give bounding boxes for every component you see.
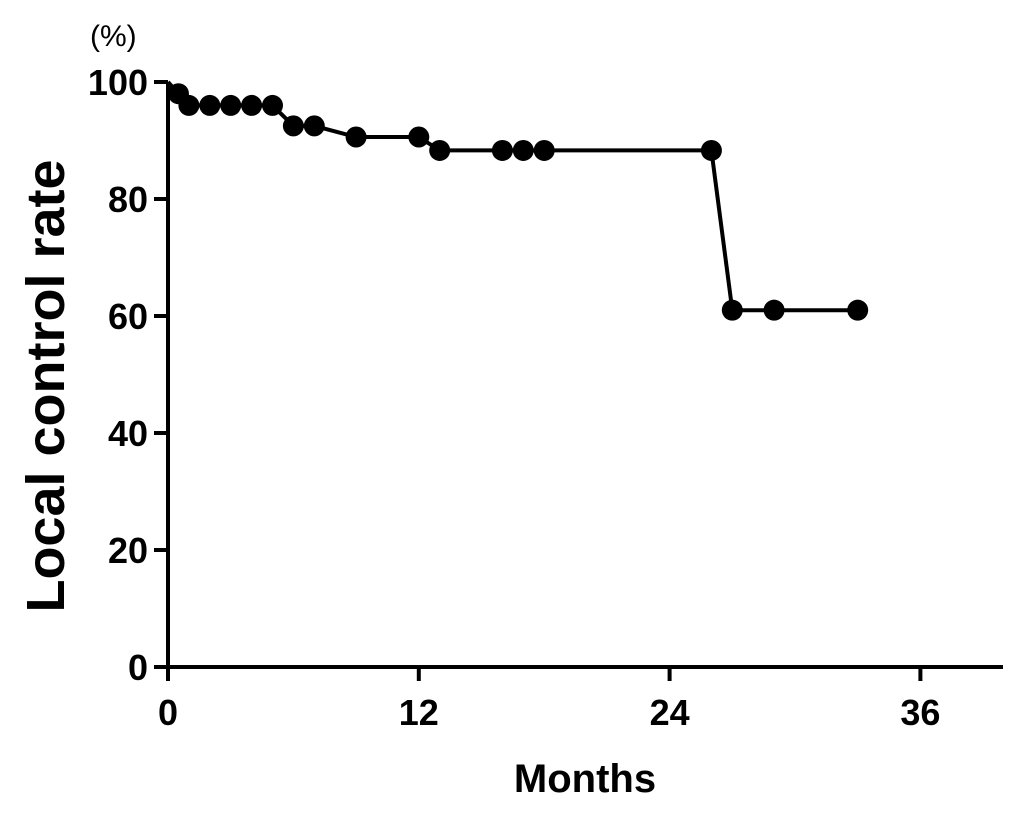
data-point	[700, 139, 722, 161]
data-point	[408, 126, 430, 148]
data-point	[178, 94, 200, 116]
axes: 0 20 40 60 80 100 0 12 24 36	[88, 62, 1003, 733]
y-tick-label: 60	[108, 296, 148, 337]
y-tick-label: 0	[128, 647, 148, 688]
x-tick-label: 0	[158, 692, 178, 733]
data-point	[199, 94, 221, 116]
data-point	[282, 115, 304, 137]
plot-area	[166, 80, 869, 321]
data-point	[241, 94, 263, 116]
y-unit-label: (%)	[90, 20, 137, 53]
data-point	[220, 94, 242, 116]
y-tick-label: 20	[108, 530, 148, 571]
y-axis-title: Local control rate	[16, 159, 76, 612]
y-tick-label: 100	[88, 62, 148, 103]
x-axis-title: Months	[514, 757, 656, 801]
x-tick-label: 24	[650, 692, 690, 733]
data-point	[345, 126, 367, 148]
y-tick-label: 80	[108, 179, 148, 220]
data-point	[512, 139, 534, 161]
data-point	[533, 139, 555, 161]
data-point	[491, 139, 513, 161]
data-point	[763, 299, 785, 321]
data-point	[721, 299, 743, 321]
data-point	[429, 139, 451, 161]
x-tick-label: 36	[900, 692, 940, 733]
y-tick-label: 40	[108, 413, 148, 454]
data-point	[303, 115, 325, 137]
data-point	[262, 94, 283, 116]
x-tick-label: 12	[399, 692, 439, 733]
data-point	[847, 299, 869, 321]
series-line	[166, 80, 858, 313]
